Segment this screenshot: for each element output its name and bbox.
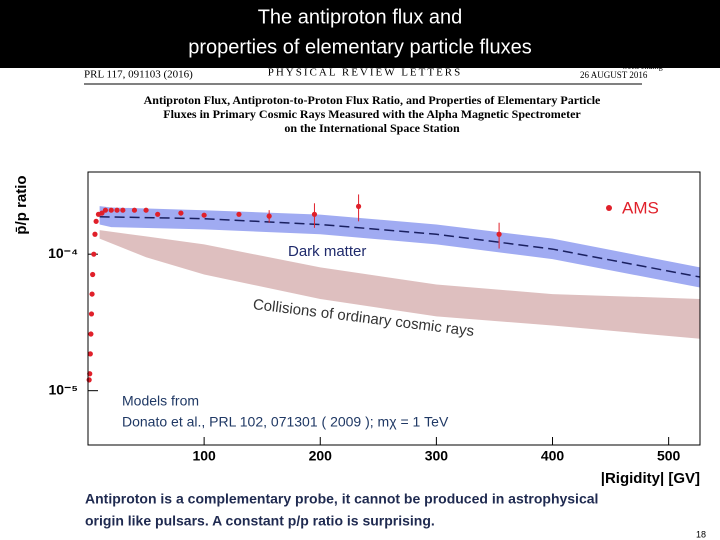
paper-title: Fluxes in Primary Cosmic Rays Measured w…: [163, 107, 581, 121]
data-point: [236, 211, 242, 217]
data-point: [311, 211, 318, 217]
x-tick-label: 200: [309, 448, 333, 464]
data-point: [266, 213, 272, 219]
data-point: [92, 231, 98, 237]
data-point: [91, 251, 97, 257]
model-band: [99, 230, 700, 339]
data-point: [155, 211, 161, 217]
slide-title: The antiproton flux and: [258, 6, 463, 28]
plot: 100 200 300 400 500 10⁻⁴ 10⁻⁵: [48, 194, 701, 464]
data-point: [87, 351, 93, 357]
page-number: 18: [696, 529, 706, 539]
footer-text: origin like pulsars. A constant p/p rati…: [85, 513, 435, 529]
x-tick-label: 300: [425, 448, 449, 464]
legend-marker: [606, 205, 612, 211]
annotation: Dark matter: [288, 243, 366, 260]
data-point: [90, 271, 96, 278]
y-tick-label: 10⁻⁴: [48, 245, 78, 261]
legend-label: AMS: [622, 198, 659, 217]
data-point: [355, 203, 362, 209]
data-point: [88, 331, 94, 337]
x-tick-label: 400: [541, 448, 565, 464]
data-point: [89, 291, 95, 297]
plot-frame: [87, 171, 701, 446]
data-point: [102, 207, 109, 213]
annotation: Models from: [122, 393, 199, 409]
data-point: [93, 218, 99, 224]
data-point: [143, 207, 149, 213]
data-point: [201, 212, 207, 218]
data-point: [108, 207, 114, 213]
annotation: Donato et al., PRL 102, 071301 ( 2009 );…: [122, 414, 449, 430]
model-line: [99, 216, 701, 278]
x-axis-label: |Rigidity| [GV]: [601, 470, 700, 487]
y-axis-label: p̄/p ratio: [13, 175, 30, 234]
data-point: [88, 311, 95, 317]
model-band: [99, 206, 700, 288]
title-bar: [0, 0, 720, 68]
data-point: [99, 210, 105, 216]
citation: PRL 117, 091103 (2016): [84, 69, 193, 81]
data-point: [496, 231, 502, 237]
y-tick-label: 10⁻⁵: [48, 381, 78, 397]
paper-title: on the International Space Station: [284, 121, 460, 135]
footer-text: Antiproton is a complementary probe, it …: [85, 491, 598, 507]
slide-title: properties of elementary particle fluxes: [188, 36, 532, 58]
date: 26 AUGUST 2016: [580, 70, 648, 80]
data-point: [86, 377, 92, 383]
data-point: [114, 207, 120, 213]
x-tick-label: 500: [657, 448, 681, 464]
x-tick-label: 100: [192, 448, 216, 464]
data-point: [178, 210, 184, 216]
data-point: [131, 207, 138, 213]
data-point: [120, 207, 126, 213]
week-ending: week ending: [622, 62, 663, 71]
journal: PHYSICAL REVIEW LETTERS: [268, 67, 463, 79]
paper-title: Antiproton Flux, Antiproton-to-Proton Fl…: [144, 93, 601, 107]
